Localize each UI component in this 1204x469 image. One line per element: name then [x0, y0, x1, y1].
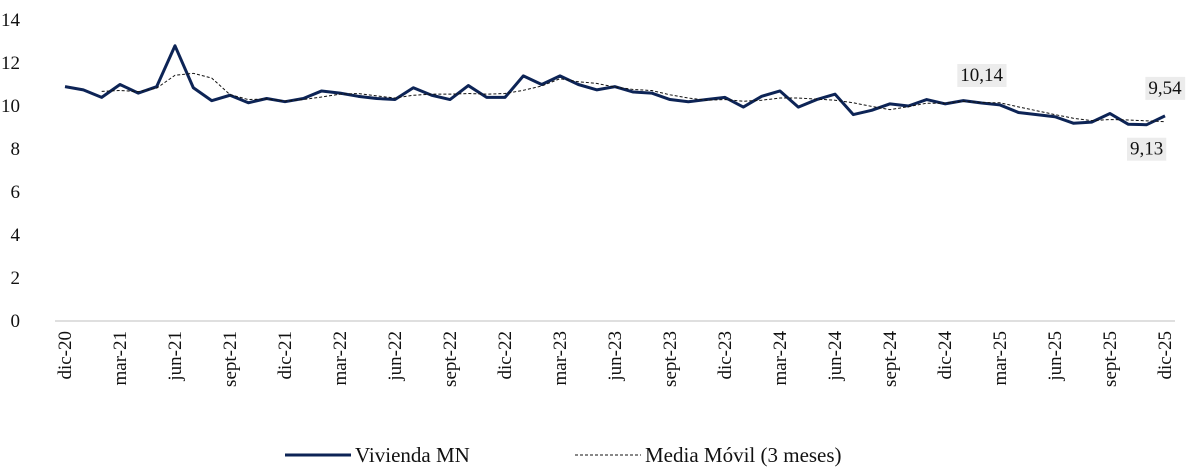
x-tick-label: sept-22 — [440, 331, 461, 387]
data-label: 9,13 — [1130, 139, 1163, 160]
y-tick-label: 6 — [11, 182, 21, 203]
x-tick-label: mar-23 — [550, 331, 571, 386]
x-tick-label: sept-23 — [660, 331, 681, 387]
data-label-bg — [957, 63, 1007, 87]
x-tick-label: dic-24 — [935, 331, 956, 380]
y-tick-label: 0 — [11, 311, 21, 332]
x-tick-label: mar-24 — [770, 331, 791, 386]
y-tick-label: 14 — [1, 10, 21, 31]
data-label: 10,14 — [960, 65, 1003, 86]
x-tick-label: jun-24 — [825, 331, 846, 382]
y-tick-label: 2 — [11, 268, 21, 289]
legend-label: Media Móvil (3 meses) — [645, 443, 842, 467]
x-tick-label: dic-20 — [55, 331, 76, 380]
y-tick-label: 10 — [1, 96, 20, 117]
y-tick-label: 4 — [11, 225, 21, 246]
x-tick-label: mar-22 — [330, 331, 351, 386]
x-tick-label: sept-21 — [220, 331, 241, 387]
data-label-bg — [1145, 76, 1186, 100]
series-line — [101, 72, 1166, 123]
data-label: 9,54 — [1148, 78, 1182, 99]
x-tick-label: sept-24 — [880, 331, 901, 387]
x-tick-label: dic-25 — [1155, 331, 1176, 380]
legend-label: Vivienda MN — [355, 443, 470, 467]
y-tick-label: 8 — [11, 139, 21, 160]
x-tick-label: jun-22 — [385, 331, 406, 382]
x-tick-label: jun-21 — [165, 331, 186, 382]
data-label-bg — [1127, 137, 1167, 161]
x-tick-label: dic-22 — [495, 331, 516, 380]
x-tick-label: dic-23 — [715, 331, 736, 380]
x-tick-label: sept-25 — [1100, 331, 1121, 387]
y-tick-label: 12 — [1, 53, 20, 74]
x-tick-label: jun-25 — [1045, 331, 1066, 382]
x-tick-label: jun-23 — [605, 331, 626, 382]
series-line — [64, 44, 1166, 127]
x-tick-label: mar-21 — [110, 331, 131, 386]
x-tick-label: dic-21 — [275, 331, 296, 380]
x-tick-label: mar-25 — [990, 331, 1011, 386]
